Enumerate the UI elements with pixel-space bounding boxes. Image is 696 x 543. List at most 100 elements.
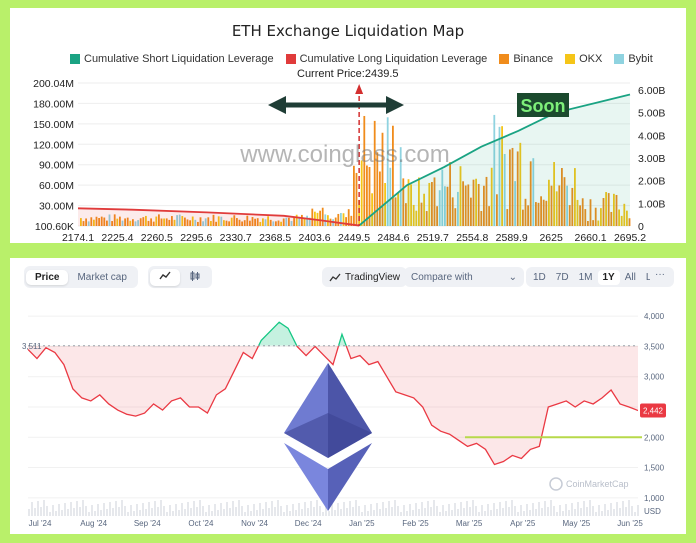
liquidation-bar xyxy=(82,221,85,226)
liquidation-bar xyxy=(446,186,449,226)
volume-bar xyxy=(103,503,105,516)
liquidation-bar xyxy=(433,177,436,226)
volume-bar xyxy=(181,503,183,516)
volume-bar xyxy=(220,503,222,516)
liquidation-bar xyxy=(418,177,420,226)
y-left-tick-label: 90.00M xyxy=(39,160,74,172)
y-tick-label: 3,500 xyxy=(644,342,665,351)
range-all[interactable]: All xyxy=(624,271,636,283)
compare-label: Compare with xyxy=(411,271,473,283)
liquidation-bar xyxy=(210,220,212,226)
volume-bar xyxy=(28,509,30,516)
watermark-text: www.coinglass.com xyxy=(239,141,449,168)
candlestick-icon[interactable] xyxy=(180,269,210,286)
liquidation-bar xyxy=(483,185,485,226)
volume-bar xyxy=(121,500,123,516)
liquidation-bar xyxy=(423,193,425,226)
y-right-tick-label: 1.00B xyxy=(638,198,665,210)
x-tick-label: Feb '25 xyxy=(402,519,429,528)
volume-bar xyxy=(70,502,72,516)
liquidation-bar xyxy=(269,219,272,226)
volume-bar xyxy=(601,511,603,516)
liquidation-bar xyxy=(402,178,405,226)
liquidation-bar xyxy=(571,187,574,226)
legend-item-short[interactable]: Cumulative Short Liquidation Leverage xyxy=(70,53,274,65)
liquidation-bar xyxy=(134,221,137,226)
liquidation-bar xyxy=(480,210,483,226)
liquidation-bar xyxy=(576,199,579,226)
line-chart-icon[interactable] xyxy=(149,268,180,286)
volume-bar xyxy=(166,512,168,516)
tab-market-cap[interactable]: Market cap xyxy=(77,271,127,283)
volume-bar xyxy=(196,507,198,516)
compare-with-dropdown[interactable]: Compare with ⌄ xyxy=(404,267,524,287)
legend-item-bybit[interactable]: Bybit xyxy=(614,53,653,65)
volume-bar xyxy=(616,502,618,516)
liquidation-bar xyxy=(566,185,568,226)
liquidation-bar xyxy=(477,183,480,226)
volume-bar xyxy=(412,510,414,516)
liquidation-bar xyxy=(173,219,176,226)
liquidation-bar xyxy=(98,218,100,226)
liquidation-bar xyxy=(116,218,119,226)
liquidation-bar xyxy=(145,215,147,226)
volume-bar xyxy=(109,502,111,516)
tradingview-label: TradingView xyxy=(345,271,401,283)
liquidation-bar xyxy=(550,185,553,226)
liquidation-bar xyxy=(415,210,418,226)
volume-bar xyxy=(382,502,384,516)
volume-bar xyxy=(61,510,63,516)
volume-bar xyxy=(229,508,231,516)
liquidation-bar xyxy=(233,215,236,226)
volume-bar xyxy=(487,504,489,516)
liquidation-bar xyxy=(186,219,189,226)
y-right-tick-label: 5.00B xyxy=(638,108,665,120)
legend-item-long[interactable]: Cumulative Long Liquidation Leverage xyxy=(285,53,487,65)
liquidation-bar xyxy=(592,220,594,226)
range-1m[interactable]: 1M xyxy=(578,271,593,283)
liquidation-bar xyxy=(574,168,576,226)
liquidation-bar xyxy=(155,216,158,226)
volume-bar xyxy=(316,500,318,516)
volume-bar xyxy=(268,508,270,516)
range-1d[interactable]: 1D xyxy=(533,271,546,283)
volume-bar xyxy=(634,512,636,516)
price-chart-panel: Price Market cap TradingView Compare wit… xyxy=(10,258,686,534)
liquidation-bar xyxy=(360,160,363,226)
tradingview-button[interactable]: TradingView xyxy=(322,267,408,287)
volume-bar xyxy=(520,505,522,516)
volume-bar xyxy=(385,508,387,516)
volume-bar xyxy=(217,510,219,516)
liquidation-bar xyxy=(389,167,392,226)
liquidation-bar xyxy=(503,153,506,226)
liquidation-bar xyxy=(95,216,98,226)
volume-bar xyxy=(259,503,261,516)
volume-bar xyxy=(445,511,447,516)
range-1y[interactable]: 1Y xyxy=(597,269,620,285)
volume-bar xyxy=(112,508,114,516)
volume-bar xyxy=(619,508,621,516)
liquidation-bar xyxy=(597,220,600,226)
liquidation-bar xyxy=(347,209,350,226)
liquidation-bar xyxy=(277,220,280,226)
volume-bar xyxy=(583,501,585,516)
volume-bar xyxy=(31,502,33,516)
volume-bar xyxy=(235,507,237,516)
legend-item-binance[interactable]: Binance xyxy=(499,53,553,65)
volume-bar xyxy=(178,510,180,516)
liquidation-bar xyxy=(246,215,249,226)
range-7d[interactable]: 7D xyxy=(555,271,569,283)
volume-bar xyxy=(43,500,45,516)
volume-bar xyxy=(46,506,48,516)
tab-price[interactable]: Price xyxy=(26,269,69,285)
y-right-tick-label: 6.00B xyxy=(638,85,665,97)
current-price-arrow xyxy=(355,84,364,94)
legend-item-okx[interactable]: OKX xyxy=(565,53,602,65)
liquidation-bar xyxy=(470,197,472,226)
liquidation-bar xyxy=(441,169,444,226)
volume-bar xyxy=(526,504,528,516)
more-options-button[interactable]: ··· xyxy=(650,267,670,287)
volume-bar xyxy=(169,505,171,516)
liquidation-bar xyxy=(628,218,631,226)
volume-bar xyxy=(517,512,519,516)
